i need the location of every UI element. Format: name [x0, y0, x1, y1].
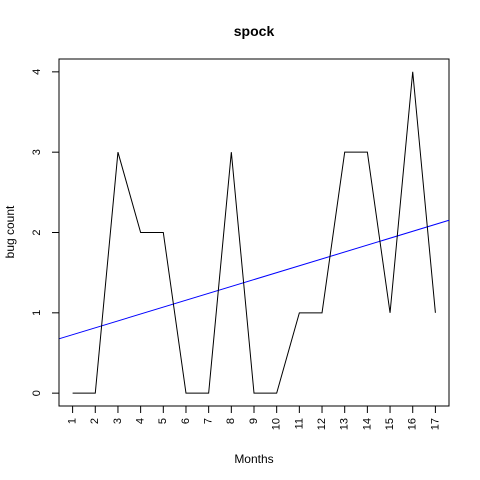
x-axis-label: Months: [234, 452, 273, 466]
x-tick-label: 14: [361, 418, 373, 430]
y-axis: 0 1 2 3 4: [31, 69, 60, 396]
x-tick-label: 4: [135, 418, 147, 424]
x-tick-label: 7: [203, 418, 215, 424]
x-tick-label: 1: [67, 418, 79, 424]
x-tick-label: 2: [89, 418, 101, 424]
y-tick-label: 2: [31, 229, 43, 235]
chart-title: spock: [234, 23, 275, 39]
x-tick-label: 11: [293, 418, 305, 429]
x-tick-label: 10: [271, 418, 283, 430]
x-tick-label: 5: [157, 418, 169, 424]
x-tick-label: 17: [429, 418, 441, 430]
x-tick-label: 8: [225, 418, 237, 424]
x-tick-label: 15: [384, 418, 396, 430]
x-tick-label: 6: [180, 418, 192, 424]
x-tick-label: 13: [339, 418, 351, 430]
x-axis: 1 2 3 4 5 6 7 8 9 10 11 12 13 14 15 16 17: [67, 405, 441, 430]
x-tick-label: 3: [112, 418, 124, 424]
y-tick-label: 0: [31, 390, 43, 396]
series-layer: [72, 71, 436, 394]
plot-frame: [58, 58, 450, 407]
x-tick-label: 16: [407, 418, 419, 430]
x-tick-label: 12: [316, 418, 328, 430]
x-tick-label: 9: [248, 418, 260, 424]
y-tick-label: 3: [31, 149, 43, 155]
y-axis-label: bug count: [3, 205, 17, 258]
trend-line: [58, 219, 450, 340]
trend-layer: [58, 219, 450, 340]
series-line-1: [72, 71, 436, 394]
y-tick-label: 4: [31, 69, 43, 75]
y-tick-label: 1: [31, 310, 43, 316]
